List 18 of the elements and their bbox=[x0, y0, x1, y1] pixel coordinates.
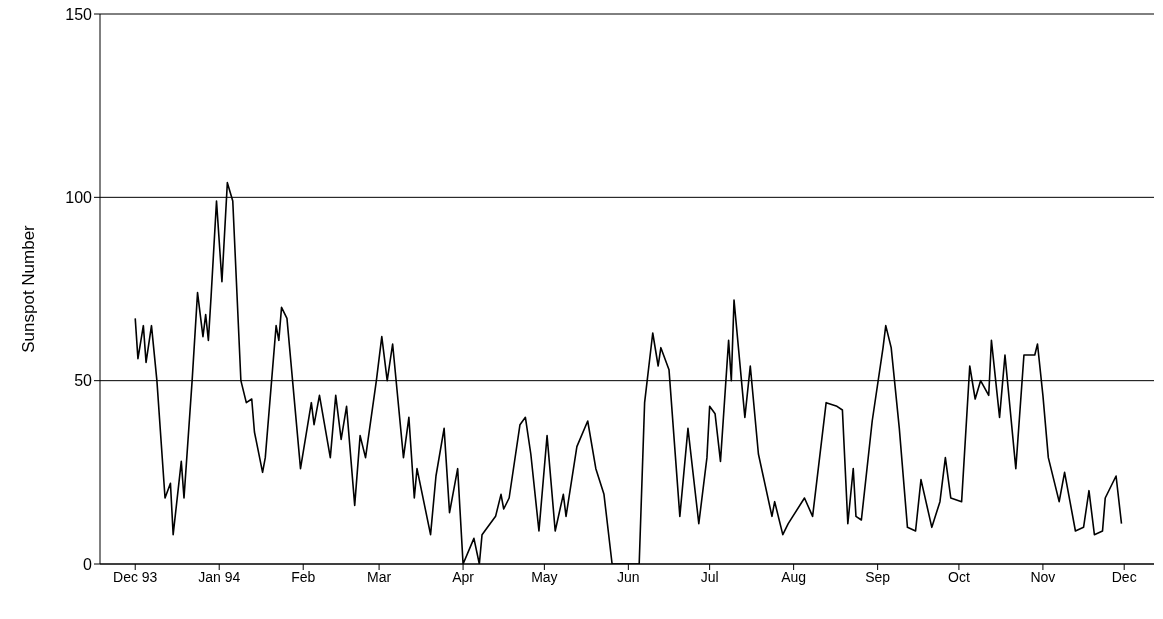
x-tick-label: Feb bbox=[291, 568, 316, 585]
x-tick-label: Dec bbox=[1111, 568, 1137, 585]
x-tick-label: Jul bbox=[700, 568, 719, 585]
x-tick-label: Jan 94 bbox=[198, 568, 241, 585]
y-tick-label: 150 bbox=[65, 5, 93, 23]
x-tick-label: May bbox=[531, 568, 558, 585]
x-tick-label: Jun bbox=[617, 568, 640, 585]
y-tick-label: 0 bbox=[83, 555, 93, 573]
x-tick-label: Dec 93 bbox=[113, 568, 158, 585]
x-tick-label: Mar bbox=[367, 568, 392, 585]
x-tick-label: Nov bbox=[1030, 568, 1056, 585]
x-tick-label: Aug bbox=[781, 568, 807, 585]
y-tick-label: 100 bbox=[65, 189, 93, 207]
x-tick-label: Apr bbox=[452, 568, 475, 585]
x-tick-label: Oct bbox=[948, 568, 970, 585]
x-tick-label: Sep bbox=[865, 568, 891, 585]
y-tick-label: 50 bbox=[74, 372, 93, 390]
y-axis-title: Sunspot Number bbox=[19, 224, 39, 353]
